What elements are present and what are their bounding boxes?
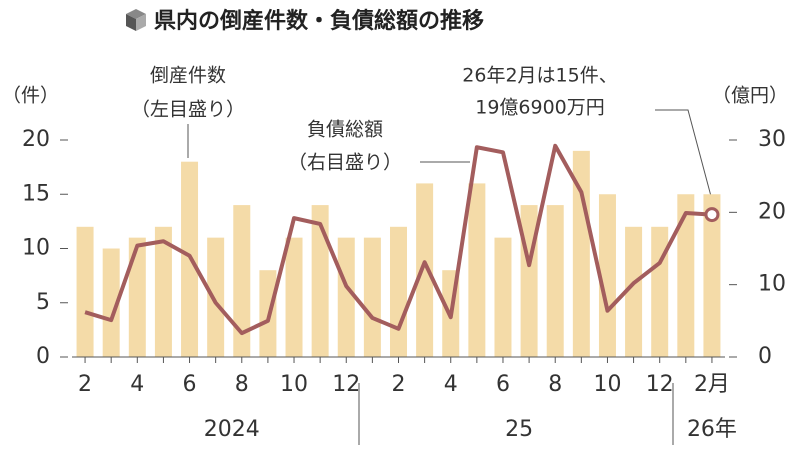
x-tick-label: 6	[496, 372, 510, 397]
line-annotation: （右目盛り）	[288, 152, 402, 174]
year-label: 25	[505, 417, 533, 442]
bar	[128, 237, 146, 357]
bar	[416, 183, 434, 357]
bar	[546, 205, 564, 357]
bar	[520, 205, 538, 357]
y2-axis-unit: （億円）	[712, 85, 788, 107]
bar	[102, 248, 120, 357]
bar	[363, 237, 381, 357]
callout: 19億6900万円	[475, 97, 605, 119]
x-tick-label: 2	[392, 372, 406, 397]
bar-annotation: （左目盛り）	[131, 99, 245, 121]
annotation-leader	[655, 109, 713, 201]
y2-tick-label: 30	[758, 127, 786, 152]
x-tick-label: 8	[548, 372, 562, 397]
x-tick-label: 2月	[694, 372, 730, 397]
x-tick-label: 4	[130, 372, 144, 397]
end-marker	[704, 207, 720, 223]
title-icon	[126, 9, 146, 31]
bar	[233, 205, 251, 357]
year-label: 26年	[687, 417, 737, 442]
bar	[207, 237, 225, 357]
x-tick-label: 10	[593, 372, 621, 397]
bar	[311, 205, 329, 357]
bar	[337, 237, 355, 357]
bar	[625, 226, 643, 357]
chart-title: 県内の倒産件数・負債総額の推移	[154, 8, 484, 34]
y-tick-label: 20	[22, 127, 50, 152]
year-label: 2024	[204, 417, 260, 442]
bar	[468, 183, 486, 357]
callout: 26年2月は15件、	[462, 65, 617, 87]
bar	[494, 237, 512, 357]
y-tick-label: 0	[36, 344, 50, 369]
y2-tick-label: 10	[758, 272, 786, 297]
y2-tick-label: 0	[758, 344, 772, 369]
bar	[154, 226, 172, 357]
bar	[677, 194, 695, 357]
x-tick-label: 8	[235, 372, 249, 397]
x-tick-label: 12	[332, 372, 360, 397]
bar	[285, 237, 303, 357]
bar	[651, 226, 669, 357]
bar	[703, 194, 721, 357]
x-tick-label: 10	[280, 372, 308, 397]
y-tick-label: 10	[22, 236, 50, 261]
bar	[598, 194, 616, 357]
y-tick-label: 5	[36, 290, 50, 315]
bar	[390, 226, 407, 357]
x-tick-label: 12	[646, 372, 674, 397]
x-tick-label: 4	[444, 372, 458, 397]
y-tick-label: 15	[22, 181, 50, 206]
line-annotation: 負債総額	[307, 119, 383, 141]
x-tick-label: 2	[78, 372, 92, 397]
bar	[76, 226, 94, 357]
x-tick-label: 6	[183, 372, 197, 397]
bar-annotation: 倒産件数	[150, 65, 226, 87]
y-axis-unit: （件）	[2, 85, 59, 107]
line	[84, 143, 713, 336]
y2-tick-label: 20	[758, 199, 786, 224]
